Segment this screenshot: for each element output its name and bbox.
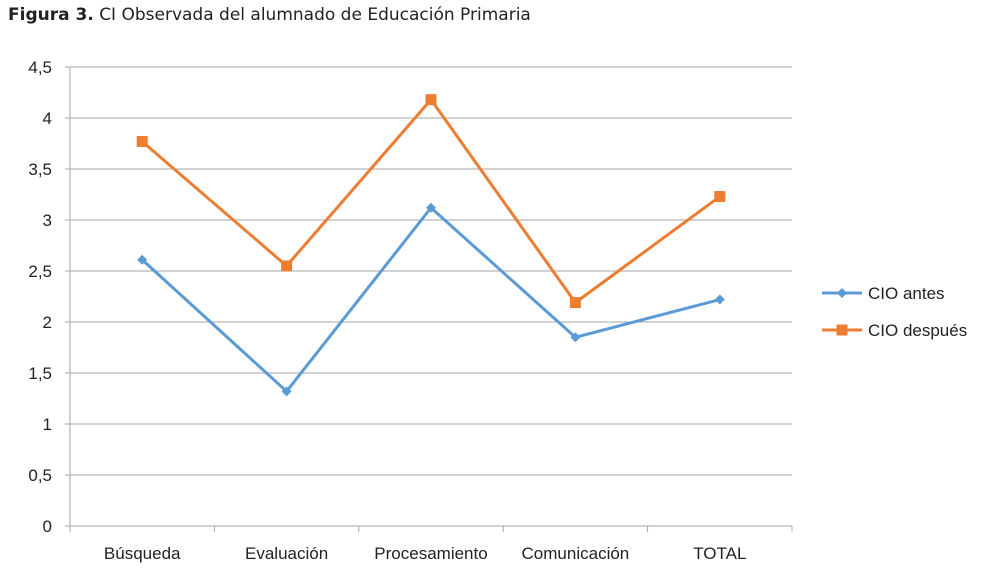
y-tick-label: 4,5	[28, 58, 52, 77]
y-tick-label: 0	[43, 517, 52, 536]
y-tick-label: 3,5	[28, 160, 52, 179]
figure-label: Figura 3.	[8, 5, 94, 25]
y-tick-label: 2,5	[28, 262, 52, 281]
data-point	[426, 202, 436, 213]
figure-caption: CI Observada del alumnado de Educación P…	[99, 5, 531, 25]
data-point	[281, 260, 293, 272]
figure-title: Figura 3. CI Observada del alumnado de E…	[8, 5, 531, 25]
data-point	[569, 297, 581, 309]
x-tick-label: Comunicación	[522, 544, 630, 563]
data-point	[714, 191, 726, 203]
y-tick-label: 3	[43, 211, 52, 230]
data-point	[570, 332, 581, 343]
y-tick-label: 4	[43, 109, 52, 128]
data-point	[281, 386, 292, 397]
legend-marker	[836, 324, 848, 336]
data-point	[714, 294, 725, 305]
y-tick-label: 0,5	[28, 466, 52, 485]
series-line	[141, 98, 721, 305]
x-tick-label: TOTAL	[693, 544, 746, 563]
y-tick-label: 2	[43, 313, 52, 332]
x-tick-label: Búsqueda	[104, 544, 181, 563]
y-tick-label: 1	[43, 415, 52, 434]
legend-label: CIO después	[868, 321, 967, 340]
series-line	[141, 206, 721, 393]
x-tick-label: Procesamiento	[374, 544, 487, 563]
legend-marker	[837, 288, 847, 298]
x-tick-label: Evaluación	[245, 544, 328, 563]
data-point	[425, 94, 437, 106]
legend-label: CIO antes	[868, 284, 945, 303]
data-point	[137, 254, 148, 265]
data-point	[136, 135, 148, 147]
y-tick-label: 1,5	[28, 364, 52, 383]
